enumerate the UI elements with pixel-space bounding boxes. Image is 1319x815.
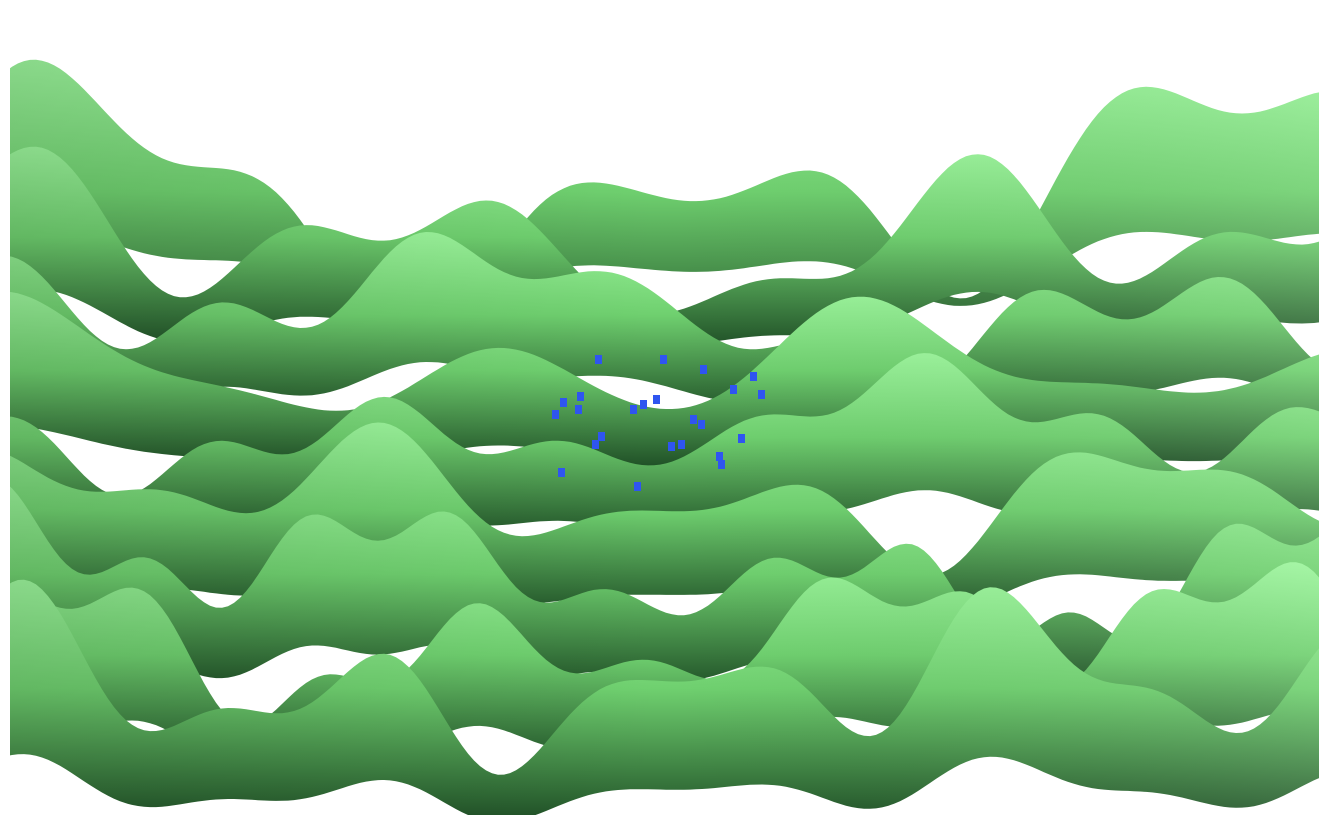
point bbox=[678, 440, 685, 449]
terrain bbox=[0, 60, 1319, 815]
point bbox=[575, 405, 582, 414]
point bbox=[660, 355, 667, 364]
point bbox=[716, 452, 723, 461]
point bbox=[653, 395, 660, 404]
point bbox=[640, 400, 647, 409]
point bbox=[730, 385, 737, 394]
point bbox=[750, 372, 757, 381]
point bbox=[577, 392, 584, 401]
point bbox=[718, 460, 725, 469]
point bbox=[698, 420, 705, 429]
point bbox=[690, 415, 697, 424]
terrain-scene bbox=[0, 0, 1319, 815]
point bbox=[598, 432, 605, 441]
point bbox=[595, 355, 602, 364]
point bbox=[560, 398, 567, 407]
point bbox=[552, 410, 559, 419]
point bbox=[592, 440, 599, 449]
point bbox=[634, 482, 641, 491]
page: (() => { const svg = document.getElement… bbox=[0, 0, 1319, 815]
point bbox=[700, 365, 707, 374]
point bbox=[630, 405, 637, 414]
point bbox=[668, 442, 675, 451]
point bbox=[738, 434, 745, 443]
point bbox=[558, 468, 565, 477]
point bbox=[758, 390, 765, 399]
